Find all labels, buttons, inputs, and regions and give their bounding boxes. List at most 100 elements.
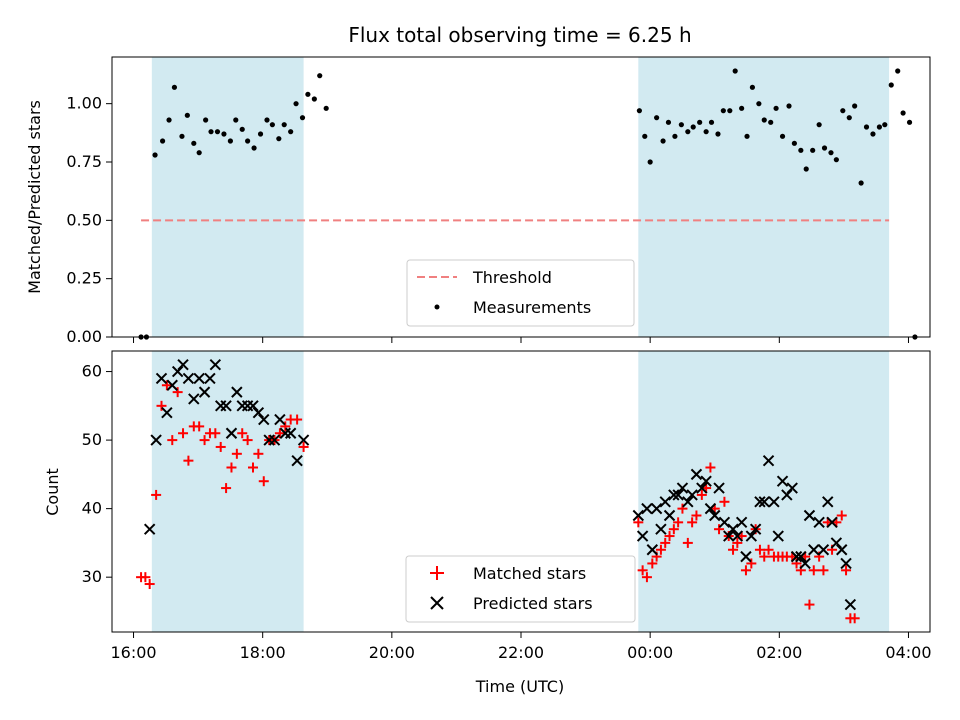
measurement-point	[208, 129, 214, 135]
bottom-x-ticks: 16:00 18:00 20:00 22:00 00:00 02:00 04:00	[110, 632, 932, 662]
predicted-star-point	[826, 516, 838, 529]
predicted-star-point	[182, 372, 195, 385]
measurement-point	[288, 129, 294, 135]
matched-star-point	[655, 544, 666, 555]
predicted-star-point	[655, 523, 667, 535]
matched-star-point	[740, 565, 751, 576]
measurement-point	[708, 119, 715, 125]
measurement-point	[715, 131, 721, 137]
y-tick-label: 30	[82, 567, 102, 586]
measurement-points	[138, 68, 918, 340]
matched-star-point	[292, 414, 303, 425]
predicted-star-point	[258, 413, 270, 426]
measurements-legend-marker	[434, 304, 440, 310]
matched-star-point	[637, 565, 648, 576]
measurement-point	[685, 129, 691, 135]
measurement-point	[786, 103, 792, 109]
matched-star-point	[221, 483, 232, 494]
predicted-star-point	[762, 454, 775, 467]
predicted-star-point	[225, 427, 238, 439]
matched-star-point	[808, 565, 819, 576]
predicted-legend-marker	[430, 596, 444, 610]
measurement-point	[833, 157, 839, 163]
predicted-star-point	[171, 365, 184, 378]
observing-window-shade	[151, 57, 304, 337]
matched-star-point	[804, 599, 815, 610]
measurement-point	[798, 147, 804, 153]
matched-star-point	[696, 489, 707, 500]
measurement-point	[858, 180, 864, 186]
predicted-star-point	[291, 454, 303, 467]
top-y-ticks: 0.00 0.25 0.50 0.75 1.00	[66, 94, 112, 346]
x-axis-label: Time (UTC)	[475, 677, 564, 696]
measurement-point	[852, 103, 858, 109]
matched-star-point	[836, 510, 847, 521]
count-panel: 30 40 50 60 16:00 18:00 20:00 22:00 00:00 02:00 0…	[43, 350, 932, 696]
measurement-point	[697, 119, 703, 125]
measurement-point	[191, 140, 197, 146]
predicted-star-point	[718, 516, 731, 529]
predicted-star-point	[817, 544, 830, 556]
x-tick-label: 04:00	[885, 643, 931, 662]
predicted-star-point	[193, 372, 205, 385]
measurement-point	[214, 129, 221, 135]
matched-star-point	[178, 428, 189, 439]
matched-star-point	[247, 462, 258, 473]
top-y-axis-label: Matched/Predicted stars	[25, 100, 44, 294]
matched-legend-marker	[430, 566, 444, 580]
measurement-point	[863, 124, 870, 130]
predicted-star-point	[150, 434, 162, 446]
measurement-point	[895, 68, 901, 74]
matched-star-point	[167, 435, 178, 446]
predicted-star-point	[781, 489, 793, 501]
predicted-star-point	[808, 544, 820, 556]
measurement-point	[642, 133, 648, 139]
matched-star-point	[258, 476, 269, 487]
matched-star-point	[732, 537, 743, 548]
measurement-point	[305, 91, 311, 97]
matched-star-point	[714, 524, 725, 535]
predicted-star-point	[209, 359, 222, 371]
predicted-star-point	[161, 406, 173, 419]
measurement-point	[227, 138, 233, 144]
matched-star-point	[237, 428, 248, 439]
matched-star-point	[194, 421, 205, 432]
predicted-star-point	[198, 386, 211, 398]
predicted-star-point	[284, 427, 297, 439]
measurement-point	[311, 96, 317, 102]
predicted-star-point	[713, 482, 725, 494]
matched-star-point	[242, 435, 253, 446]
y-tick-label: 0.25	[66, 269, 102, 288]
measurement-point	[888, 82, 894, 88]
y-tick-label: 0.00	[66, 327, 102, 346]
measurement-point	[761, 117, 767, 123]
matched-star-point	[298, 441, 309, 452]
x-tick-label: 00:00	[627, 643, 673, 662]
matched-star-point	[140, 572, 151, 583]
measurements-legend-label: Measurements	[473, 298, 591, 317]
measurement-point	[744, 133, 750, 139]
matched-star-point	[664, 531, 675, 542]
predicted-star-point	[672, 489, 684, 501]
predicted-star-point	[723, 530, 735, 542]
measurement-point	[791, 140, 797, 146]
predicted-star-point	[758, 496, 770, 508]
top-legend: Threshold Measurements	[406, 259, 635, 327]
matched-star-point	[754, 544, 765, 555]
matched-star-point	[231, 448, 242, 459]
measurement-point	[773, 105, 779, 111]
measurement-point	[816, 122, 822, 128]
x-tick-label: 22:00	[498, 643, 544, 662]
predicted-star-point	[247, 400, 259, 412]
predicted-star-point	[799, 557, 811, 570]
predicted-star-point	[268, 434, 281, 446]
matched-star-point	[172, 387, 183, 398]
predicted-star-point	[155, 372, 168, 385]
predicted-legend-label: Predicted stars	[473, 594, 593, 613]
predicted-star-point	[646, 544, 659, 556]
matched-star-point	[199, 435, 210, 446]
matched-star-point	[849, 613, 860, 624]
measurement-point	[870, 131, 876, 137]
predicted-star-point	[204, 372, 216, 385]
top-legend-box	[406, 259, 635, 327]
